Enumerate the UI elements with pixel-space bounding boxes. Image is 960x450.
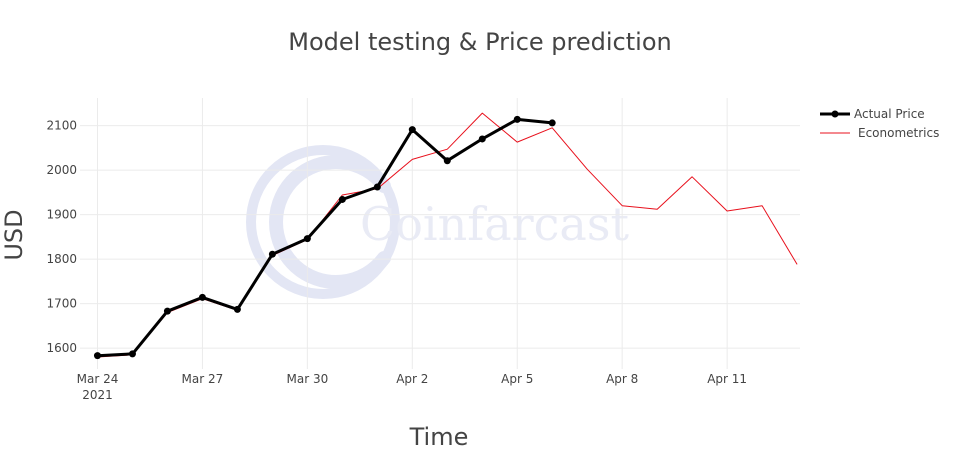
y-tick-label: 1800 bbox=[46, 252, 77, 266]
data-point-actual-price[interactable] bbox=[338, 195, 346, 203]
legend-marker-actual-price bbox=[831, 110, 839, 118]
x-tick-label: Apr 2 bbox=[396, 372, 428, 386]
x-tick-label: Mar 27 bbox=[182, 372, 224, 386]
data-point-actual-price[interactable] bbox=[93, 352, 101, 360]
series-layer bbox=[93, 112, 798, 360]
data-point-actual-price[interactable] bbox=[548, 119, 556, 127]
data-point-actual-price[interactable] bbox=[373, 183, 381, 191]
chart-title: Model testing & Price prediction bbox=[288, 28, 671, 56]
y-tick-label: 1600 bbox=[46, 341, 77, 355]
watermark-logo: Coinfarcast bbox=[246, 145, 629, 299]
x-axis-title: Time bbox=[409, 423, 469, 450]
data-point-actual-price[interactable] bbox=[163, 307, 171, 315]
y-axis-title: USD bbox=[0, 209, 28, 260]
legend-item-econometrics[interactable]: Econometrics bbox=[820, 126, 939, 140]
x-tick-label: Mar 30 bbox=[287, 372, 329, 386]
axis-ticks: Mar 24 2021 Mar 27 Mar 30 Apr 2 Apr 5 Apr 8 Apr… bbox=[46, 119, 747, 402]
y-tick-label: 1700 bbox=[46, 297, 77, 311]
data-point-actual-price[interactable] bbox=[443, 157, 451, 165]
data-point-actual-price[interactable] bbox=[303, 235, 311, 243]
x-tick-label: Apr 11 bbox=[707, 372, 747, 386]
y-tick-label: 2000 bbox=[46, 163, 77, 177]
x-tick-label: Apr 8 bbox=[606, 372, 638, 386]
data-point-actual-price[interactable] bbox=[268, 250, 276, 258]
legend-label-actual-price: Actual Price bbox=[854, 107, 925, 121]
legend-item-actual-price[interactable]: Actual Price bbox=[820, 107, 925, 121]
data-point-actual-price[interactable] bbox=[408, 126, 416, 134]
data-point-actual-price[interactable] bbox=[128, 350, 136, 358]
y-tick-label: 1900 bbox=[46, 208, 77, 222]
data-point-actual-price[interactable] bbox=[233, 305, 241, 313]
series-line-actual-price bbox=[97, 117, 553, 358]
grid bbox=[80, 98, 800, 369]
data-point-actual-price[interactable] bbox=[478, 135, 486, 143]
x-tick-sublabel: 2021 bbox=[82, 388, 113, 402]
legend: Actual Price Econometrics bbox=[820, 107, 939, 140]
data-point-actual-price[interactable] bbox=[198, 293, 206, 301]
x-tick-label: Mar 24 bbox=[77, 372, 119, 386]
legend-label-econometrics: Econometrics bbox=[858, 126, 939, 140]
y-tick-label: 2100 bbox=[46, 119, 77, 133]
x-tick-label: Apr 5 bbox=[501, 372, 533, 386]
watermark-text: Coinfarcast bbox=[360, 197, 629, 251]
data-point-actual-price[interactable] bbox=[513, 115, 521, 123]
